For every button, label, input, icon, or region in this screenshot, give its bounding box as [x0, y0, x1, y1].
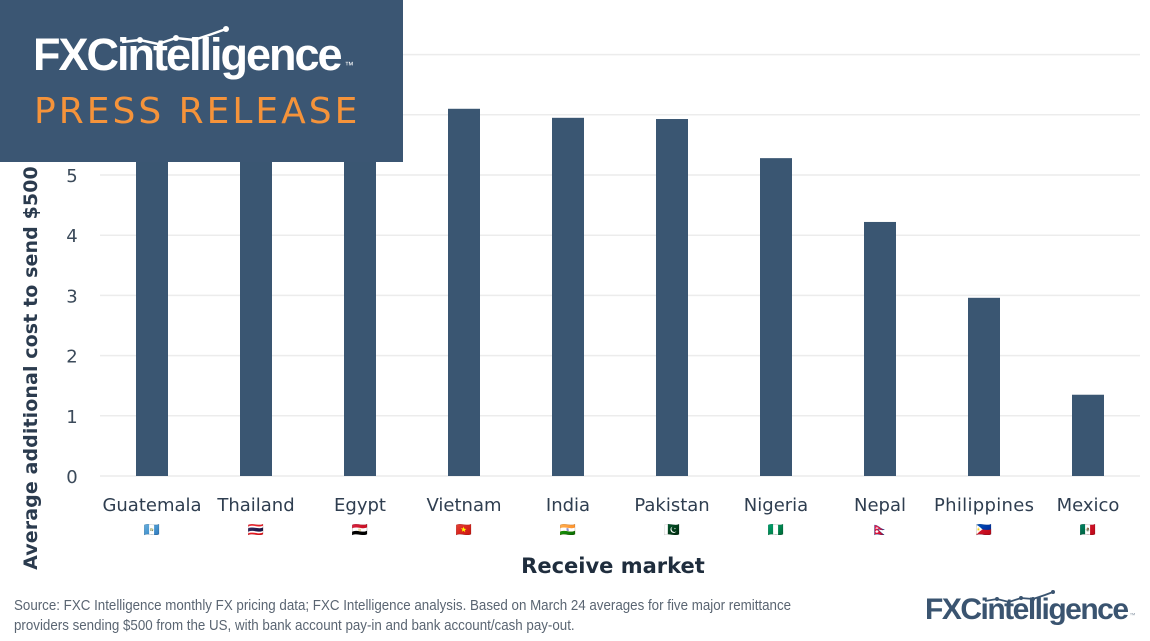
- bar-egypt: [344, 102, 376, 476]
- footer-logo-sparkline-icon: [984, 590, 1055, 603]
- flag-icon-egypt: 🇪🇬: [352, 523, 368, 538]
- x-tick-label: Nepal: [854, 495, 906, 516]
- x-tick-labels: Guatemala Thailand Egypt Vietnam India Pakist…: [102, 495, 1119, 516]
- fxc-logo: FXCintelligence ™: [33, 29, 354, 80]
- logo-sparkline-icon: [121, 26, 229, 46]
- bar-mexico: [1072, 394, 1104, 476]
- flag-icon-thailand: 🇹🇭: [248, 523, 264, 538]
- footer-fxc-logo: FXCintelligence ™: [925, 592, 1136, 628]
- y-tick-label: 1: [66, 407, 77, 428]
- flag-icon-pakistan: 🇵🇰: [664, 523, 680, 538]
- x-tick-label: Egypt: [334, 495, 386, 516]
- bar-india: [552, 117, 584, 476]
- x-tick-label: India: [546, 495, 590, 516]
- footer-logo-text: FXCintelligence: [925, 593, 1129, 626]
- x-tick-label: Mexico: [1057, 495, 1120, 516]
- press-release-label: PRESS RELEASE: [34, 91, 361, 132]
- bar-philippines: [968, 297, 1000, 476]
- flag-icon-mexico: 🇲🇽: [1080, 523, 1096, 538]
- y-tick-label: 2: [66, 347, 77, 368]
- y-axis-title: Average additional cost to send $500: [20, 166, 42, 570]
- flag-icon-vietnam: 🇻🇳: [456, 523, 472, 538]
- flag-icon-guatemala: 🇬🇹: [144, 523, 160, 538]
- x-tick-label: Pakistan: [634, 495, 709, 516]
- press-release-banner: FXCintelligence ™ PRESS RELEASE: [0, 0, 403, 162]
- x-tick-label: Philippines: [934, 495, 1034, 516]
- y-tick-label: 3: [66, 286, 77, 307]
- x-tick-label: Nigeria: [744, 495, 808, 516]
- footer-trademark: ™: [1129, 613, 1136, 619]
- logo-text: FXCintelligence: [33, 29, 343, 80]
- flag-icon-nepal: 🇳🇵: [872, 523, 888, 538]
- x-tick-label: Thailand: [216, 495, 294, 516]
- flag-icons: 🇬🇹 🇹🇭 🇪🇬 🇻🇳 🇮🇳 🇵🇰 🇳🇬 🇳🇵 🇵🇭 🇲🇽: [144, 523, 1096, 538]
- x-tick-label: Guatemala: [102, 495, 201, 516]
- bar-nigeria: [760, 158, 792, 477]
- x-tick-label: Vietnam: [426, 495, 501, 516]
- y-tick-label: 0: [66, 467, 77, 488]
- bar-nepal: [864, 221, 896, 476]
- trademark: ™: [344, 60, 354, 70]
- y-tick-label: 5: [66, 166, 77, 187]
- flag-icon-nigeria: 🇳🇬: [768, 523, 784, 538]
- flag-icon-philippines: 🇵🇭: [976, 523, 992, 538]
- y-tick-labels: 0 1 2 3 4 5: [66, 166, 77, 488]
- flag-icon-india: 🇮🇳: [560, 523, 576, 538]
- y-tick-label: 4: [66, 226, 77, 247]
- bar-vietnam: [448, 108, 480, 476]
- x-axis-title: Receive market: [521, 554, 705, 578]
- source-note: Source: FXC Intelligence monthly FX pric…: [14, 598, 792, 634]
- bar-pakistan: [656, 119, 688, 476]
